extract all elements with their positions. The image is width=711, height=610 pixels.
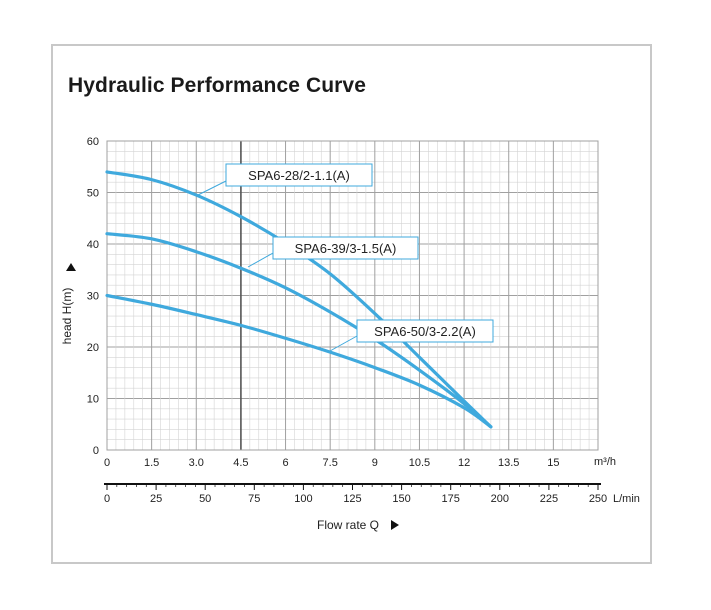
x-tick-label: 15 (547, 457, 559, 469)
y-tick-label: 60 (87, 136, 99, 148)
label-leader-line (329, 335, 358, 352)
x-tick-label: 10.5 (409, 457, 430, 469)
x-tick-label: 7.5 (323, 457, 338, 469)
x-axis-label: Flow rate Q (317, 518, 379, 532)
label-leader-line (195, 180, 227, 197)
x-axis-arrow-icon (391, 520, 399, 530)
label-leader-line (247, 252, 274, 268)
y-tick-label: 50 (87, 188, 99, 200)
x-tick-labels: 0 1.5 3.0 4.5 6 7.5 9 10.5 12 13.5 15 (104, 457, 560, 469)
y-tick-label: 10 (87, 394, 99, 406)
chart-title: Hydraulic Performance Curve (68, 74, 366, 97)
x2-tick-label: 200 (491, 493, 509, 505)
x2-tick-label: 225 (540, 493, 558, 505)
x2-tick-label: 50 (199, 493, 211, 505)
x-tick-label: 12 (458, 457, 470, 469)
series-label-1: SPA6-28/2-1.1(A) (248, 168, 350, 183)
y-tick-label: 0 (93, 445, 99, 457)
series-label-2: SPA6-39/3-1.5(A) (295, 241, 397, 256)
x2-unit-label: L/min (613, 493, 640, 505)
series-curve-2 (105, 232, 493, 429)
y-axis-arrow-icon (66, 263, 76, 271)
series-label-box (272, 236, 419, 260)
y-axis-label: head H(m) (60, 288, 74, 345)
x-tick-label: 13.5 (498, 457, 519, 469)
x2-tick-label: 25 (150, 493, 162, 505)
x-tick-label: 4.5 (233, 457, 248, 469)
x2-tick-label: 100 (294, 493, 312, 505)
x-tick-label: 6 (282, 457, 288, 469)
chart-grid (106, 140, 599, 451)
x-tick-label: 0 (104, 457, 110, 469)
series-curve-3 (105, 293, 493, 429)
x2-tick-label: 250 (589, 493, 607, 505)
series-label-box (356, 319, 494, 343)
x2-tick-label: 0 (104, 493, 110, 505)
y-tick-label: 30 (87, 291, 99, 303)
x-unit-label: m³/h (594, 456, 616, 468)
y-tick-label: 40 (87, 239, 99, 251)
x-tick-label: 9 (372, 457, 378, 469)
x-tick-label: 1.5 (144, 457, 159, 469)
x2-tick-label: 150 (392, 493, 410, 505)
x-tick-label: 3.0 (189, 457, 204, 469)
secondary-x-axis: 0 25 50 75 100 125 150 175 200 225 250 (104, 483, 607, 505)
x2-tick-label: 125 (343, 493, 361, 505)
y-tick-label: 20 (87, 342, 99, 354)
x2-tick-label: 75 (248, 493, 260, 505)
series-curves (105, 170, 493, 429)
series-curve-1 (105, 170, 493, 429)
x2-tick-label: 175 (442, 493, 460, 505)
series-labels: SPA6-28/2-1.1(A) SPA6-39/3-1.5(A) SPA6-50/… (195, 163, 494, 352)
series-label-3: SPA6-50/3-2.2(A) (374, 324, 476, 339)
series-label-box (225, 163, 373, 187)
y-tick-labels: 0 10 20 30 40 50 60 (87, 136, 99, 457)
